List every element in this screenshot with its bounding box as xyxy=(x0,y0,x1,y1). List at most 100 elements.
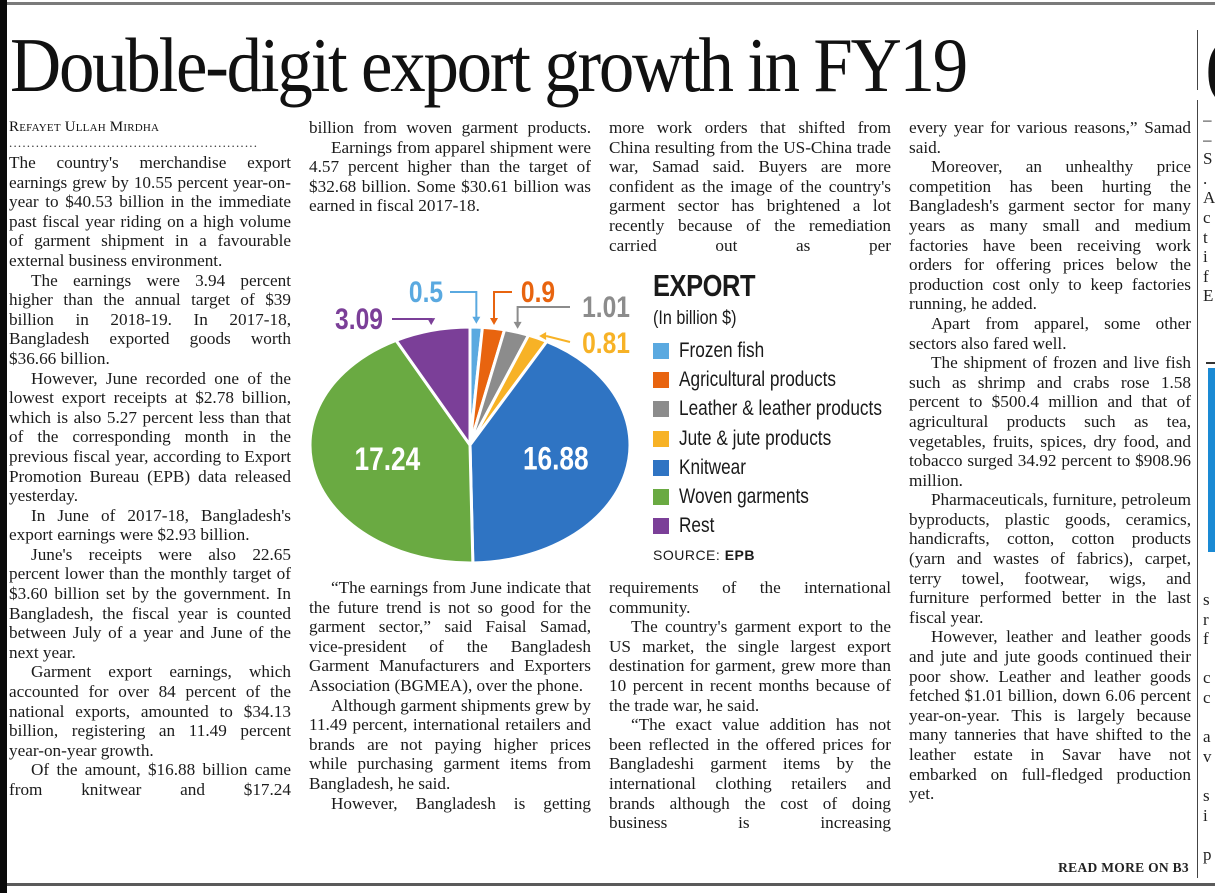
fragment-line: r xyxy=(1203,609,1209,629)
fragment-line: A xyxy=(1203,188,1215,208)
byline: Refayet Ullah Mirdha xyxy=(9,119,160,135)
paragraph: The country's merchandise export earning… xyxy=(9,153,291,270)
legend-label: Jute & jute products xyxy=(679,426,832,450)
adjacent-box-rule xyxy=(1206,362,1215,364)
fragment-line xyxy=(1203,649,1215,669)
callout-leader-line xyxy=(545,335,571,343)
paragraph: “The earnings from June indicate that th… xyxy=(309,578,591,695)
fragment-line xyxy=(1203,766,1215,786)
adjacent-blue-box xyxy=(1208,368,1215,552)
legend-swatch xyxy=(653,401,669,418)
legend-item: Rest xyxy=(653,512,903,541)
column-rule xyxy=(1197,100,1198,878)
callout-arrow-icon xyxy=(427,318,436,326)
paragraph: However, leather and leather goods and j… xyxy=(909,627,1191,804)
paragraph: billion from woven garment products. xyxy=(309,118,591,137)
legend-swatch xyxy=(653,371,669,388)
data-label: 16.88 xyxy=(523,442,589,477)
fragment-line xyxy=(1203,825,1215,845)
fragment-line: i xyxy=(1203,805,1208,825)
callout-arrow-icon xyxy=(539,331,547,340)
fragment-line: i xyxy=(1203,247,1208,267)
chart-source-value: EPB xyxy=(724,547,755,564)
legend-item: Leather & leather products xyxy=(653,395,903,424)
paragraph: However, June recorded one of the lowest… xyxy=(9,368,291,506)
data-label: 17.24 xyxy=(355,443,421,478)
chart-legend: EXPORT (In billion $) Frozen fish Agricul… xyxy=(653,268,903,563)
paragraph: Although garment shipments grew by 11.49… xyxy=(309,695,591,793)
headline-column-rule xyxy=(1197,30,1198,90)
fragment-line: E xyxy=(1203,286,1214,306)
data-label: 0.81 xyxy=(582,326,630,360)
article-column-1: The country's merchandise export earning… xyxy=(9,153,291,800)
paragraph: The earnings were 3.94 percent higher th… xyxy=(9,270,291,368)
paragraph: Earnings from apparel shipment were 4.57… xyxy=(309,137,591,216)
byline-dotted-rule: ........................................… xyxy=(9,136,259,150)
pie-slice-knitwear xyxy=(468,339,632,565)
top-rule xyxy=(7,2,1215,5)
fragment-line: f xyxy=(1203,266,1209,286)
chart-title: EXPORT xyxy=(653,268,756,303)
data-label: 3.09 xyxy=(335,302,383,336)
fragment-line: c xyxy=(1203,668,1211,688)
paragraph: requirements of the international commun… xyxy=(609,578,891,617)
callout-arrow-icon xyxy=(513,321,522,329)
data-label: 0.5 xyxy=(409,275,443,309)
legend-item: Agricultural products xyxy=(653,365,903,394)
paragraph: June's receipts were also 22.65 percent … xyxy=(9,544,291,662)
chart-source: SOURCE: EPB xyxy=(653,547,903,563)
paragraph: Of the amount, $16.88 billion came from … xyxy=(9,760,291,799)
callout-arrow-icon xyxy=(490,317,499,325)
callout-leader-line xyxy=(450,291,478,318)
chart-subtitle: (In billion $) xyxy=(653,308,737,329)
fragment-line: p xyxy=(1203,844,1212,864)
fragment-line xyxy=(1203,708,1215,728)
data-label: 1.01 xyxy=(582,290,630,324)
fragment-line: t xyxy=(1203,227,1208,247)
next-headline-fragment: ( xyxy=(1205,20,1215,110)
legend-swatch xyxy=(653,342,669,359)
legend-swatch xyxy=(653,518,669,535)
article-column-3-top: more work orders that shifted from China… xyxy=(609,118,891,255)
legend-label: Frozen fish xyxy=(679,338,765,362)
legend-item: Jute & jute products xyxy=(653,424,903,453)
paragraph: The country's garment export to the US m… xyxy=(609,617,891,715)
paragraph: Pharmaceuticals, furniture, petroleum by… xyxy=(909,490,1191,627)
paragraph: Apart from apparel, some other sectors a… xyxy=(909,313,1191,353)
legend-swatch xyxy=(653,430,669,447)
data-label: 0.9 xyxy=(521,275,555,309)
legend-item: Knitwear xyxy=(653,453,903,482)
read-more-link[interactable]: READ MORE ON B3 xyxy=(1058,860,1189,875)
fragment-line: f xyxy=(1203,629,1209,649)
export-pie-chart: 0.5 0.9 1.010.81 3.09 16.88 17.24 xyxy=(308,275,632,565)
paragraph: every year for various reasons,” Samad s… xyxy=(909,118,1191,157)
callout-leader-line xyxy=(516,306,570,323)
fragment-line: . xyxy=(1203,168,1208,188)
paragraph: more work orders that shifted from China… xyxy=(609,118,891,255)
callout-arrow-icon xyxy=(472,316,481,324)
paragraph: “The exact value addition has not been r… xyxy=(609,715,891,833)
chart-source-label: SOURCE: xyxy=(653,547,721,564)
legend-label: Rest xyxy=(679,514,715,538)
fragment-line: – xyxy=(1203,110,1212,129)
paragraph: The shipment of frozen and live fish suc… xyxy=(909,353,1191,490)
legend-item: Woven garments xyxy=(653,482,903,511)
legend-label: Leather & leather products xyxy=(679,397,882,421)
pie-slice-rest xyxy=(393,325,472,450)
legend-swatch xyxy=(653,459,669,476)
article-column-3-bottom: requirements of the international commun… xyxy=(609,578,891,833)
callout-leader-line xyxy=(493,291,512,319)
left-page-edge xyxy=(0,0,7,893)
fragment-line: – xyxy=(1203,129,1212,149)
article-column-2-bottom: “The earnings from June indicate that th… xyxy=(309,578,591,813)
pie-slice-woven-garments xyxy=(308,338,475,565)
fragment-line: c xyxy=(1203,687,1211,707)
fragment-line: s xyxy=(1203,785,1210,805)
article-column-2-top: billion from woven garment products. Earn… xyxy=(309,118,591,216)
legend-label: Woven garments xyxy=(679,485,809,509)
legend-swatch xyxy=(653,489,669,506)
bottom-rule xyxy=(7,883,1215,886)
paragraph: However, Bangladesh is getting xyxy=(331,793,591,813)
